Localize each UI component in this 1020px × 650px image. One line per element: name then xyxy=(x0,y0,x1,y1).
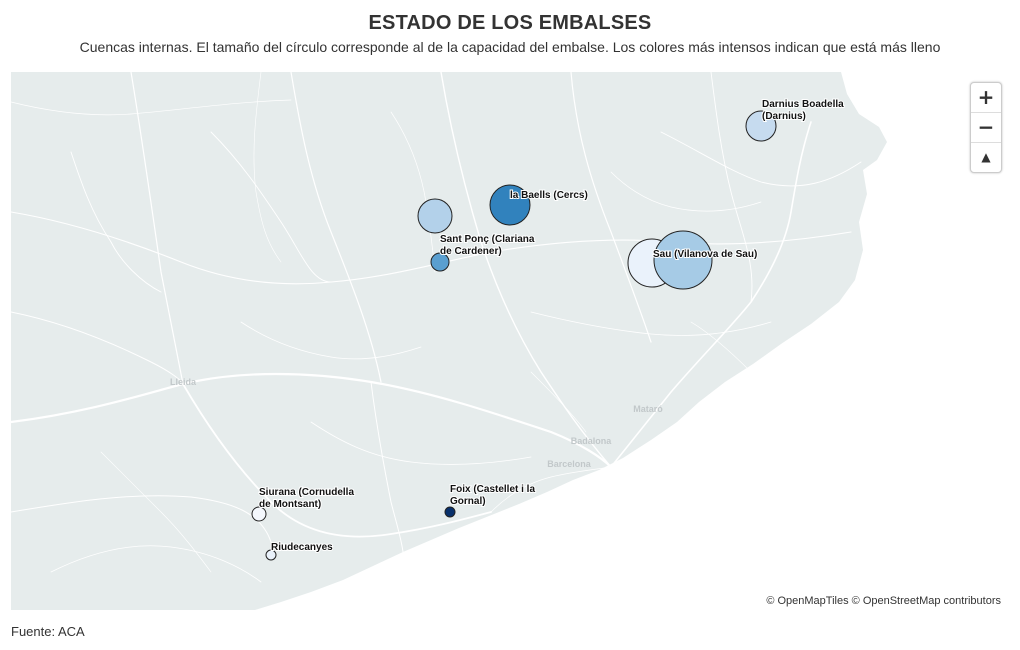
reservoir-label: Riudecanyes xyxy=(271,542,333,553)
reservoir-label: Foix (Castellet i la Gornal) xyxy=(450,484,535,507)
map-title: ESTADO DE LOS EMBALSES xyxy=(368,12,652,34)
reservoir-label-line: de Cardener) xyxy=(440,246,502,257)
reservoir-label-line: la Baells (Cercs) xyxy=(510,190,588,201)
reservoir-bubble[interactable] xyxy=(417,198,453,234)
reservoir-labels: Darnius Boadella (Darnius) la Baells (Cerc… xyxy=(258,98,845,554)
source-note: Fuente: ACA xyxy=(11,624,85,639)
reservoir-label-line: Siurana (Cornudella xyxy=(259,487,354,498)
map-subtitle: Cuencas internas. El tamaño del círculo … xyxy=(79,39,941,55)
compass-icon: ▲ xyxy=(981,150,991,164)
reset-north-button[interactable]: ▲ xyxy=(971,142,1001,172)
reservoir-label-line: (Darnius) xyxy=(762,111,806,122)
reservoir-label: Sant Ponç (Clariana de Cardener) xyxy=(440,234,535,257)
map-zoom-controls: + − ▲ xyxy=(970,82,1002,173)
reservoir-bubble[interactable] xyxy=(251,506,267,522)
reservoir-label-line: Foix (Castellet i la xyxy=(450,484,535,495)
reservoir-label-line: Darnius Boadella xyxy=(762,99,844,110)
land-area xyxy=(11,72,887,610)
reservoir-bubble[interactable] xyxy=(444,506,456,518)
reservoir-bubble[interactable] xyxy=(489,184,531,226)
reservoir-bubble[interactable] xyxy=(653,230,713,290)
reservoir-label-line: Gornal) xyxy=(450,496,486,507)
city-label-lleida: Lleida xyxy=(170,377,197,387)
reservoir-label-line: Riudecanyes xyxy=(271,542,333,553)
map-viewport[interactable]: Lleida Mataró Badalona Barcelona Darnius Bo… xyxy=(11,72,1006,610)
reservoir-label-line: Sant Ponç (Clariana xyxy=(440,234,535,245)
reservoir-label-line: de Montsant) xyxy=(259,499,321,510)
zoom-in-button[interactable]: + xyxy=(977,85,995,109)
city-label-badalona: Badalona xyxy=(571,436,613,446)
reservoir-bubble[interactable] xyxy=(430,252,450,272)
reservoir-label: Siurana (Cornudella de Montsant) xyxy=(259,487,354,510)
reservoir-label-line: Sau (Vilanova de Sau) xyxy=(653,249,757,260)
city-label-mataró: Mataró xyxy=(633,404,663,414)
reservoir-bubbles xyxy=(251,110,777,561)
zoom-out-button[interactable]: − xyxy=(971,112,1001,142)
reservoir-label: Darnius Boadella (Darnius) xyxy=(762,99,844,122)
reservoir-bubble[interactable] xyxy=(265,549,277,561)
reservoir-bubble[interactable] xyxy=(745,110,777,142)
reservoir-label: la Baells (Cercs) xyxy=(510,190,588,201)
city-label-barcelona: Barcelona xyxy=(547,459,592,469)
road-network xyxy=(11,72,862,583)
reservoir-label: Sau (Vilanova de Sau) xyxy=(653,249,757,260)
map-attribution[interactable]: © OpenMapTiles © OpenStreetMap contribut… xyxy=(763,595,1004,607)
city-labels: Lleida Mataró Badalona Barcelona xyxy=(170,377,663,469)
map-canvas[interactable]: Lleida Mataró Badalona Barcelona Darnius Bo… xyxy=(11,72,1006,610)
